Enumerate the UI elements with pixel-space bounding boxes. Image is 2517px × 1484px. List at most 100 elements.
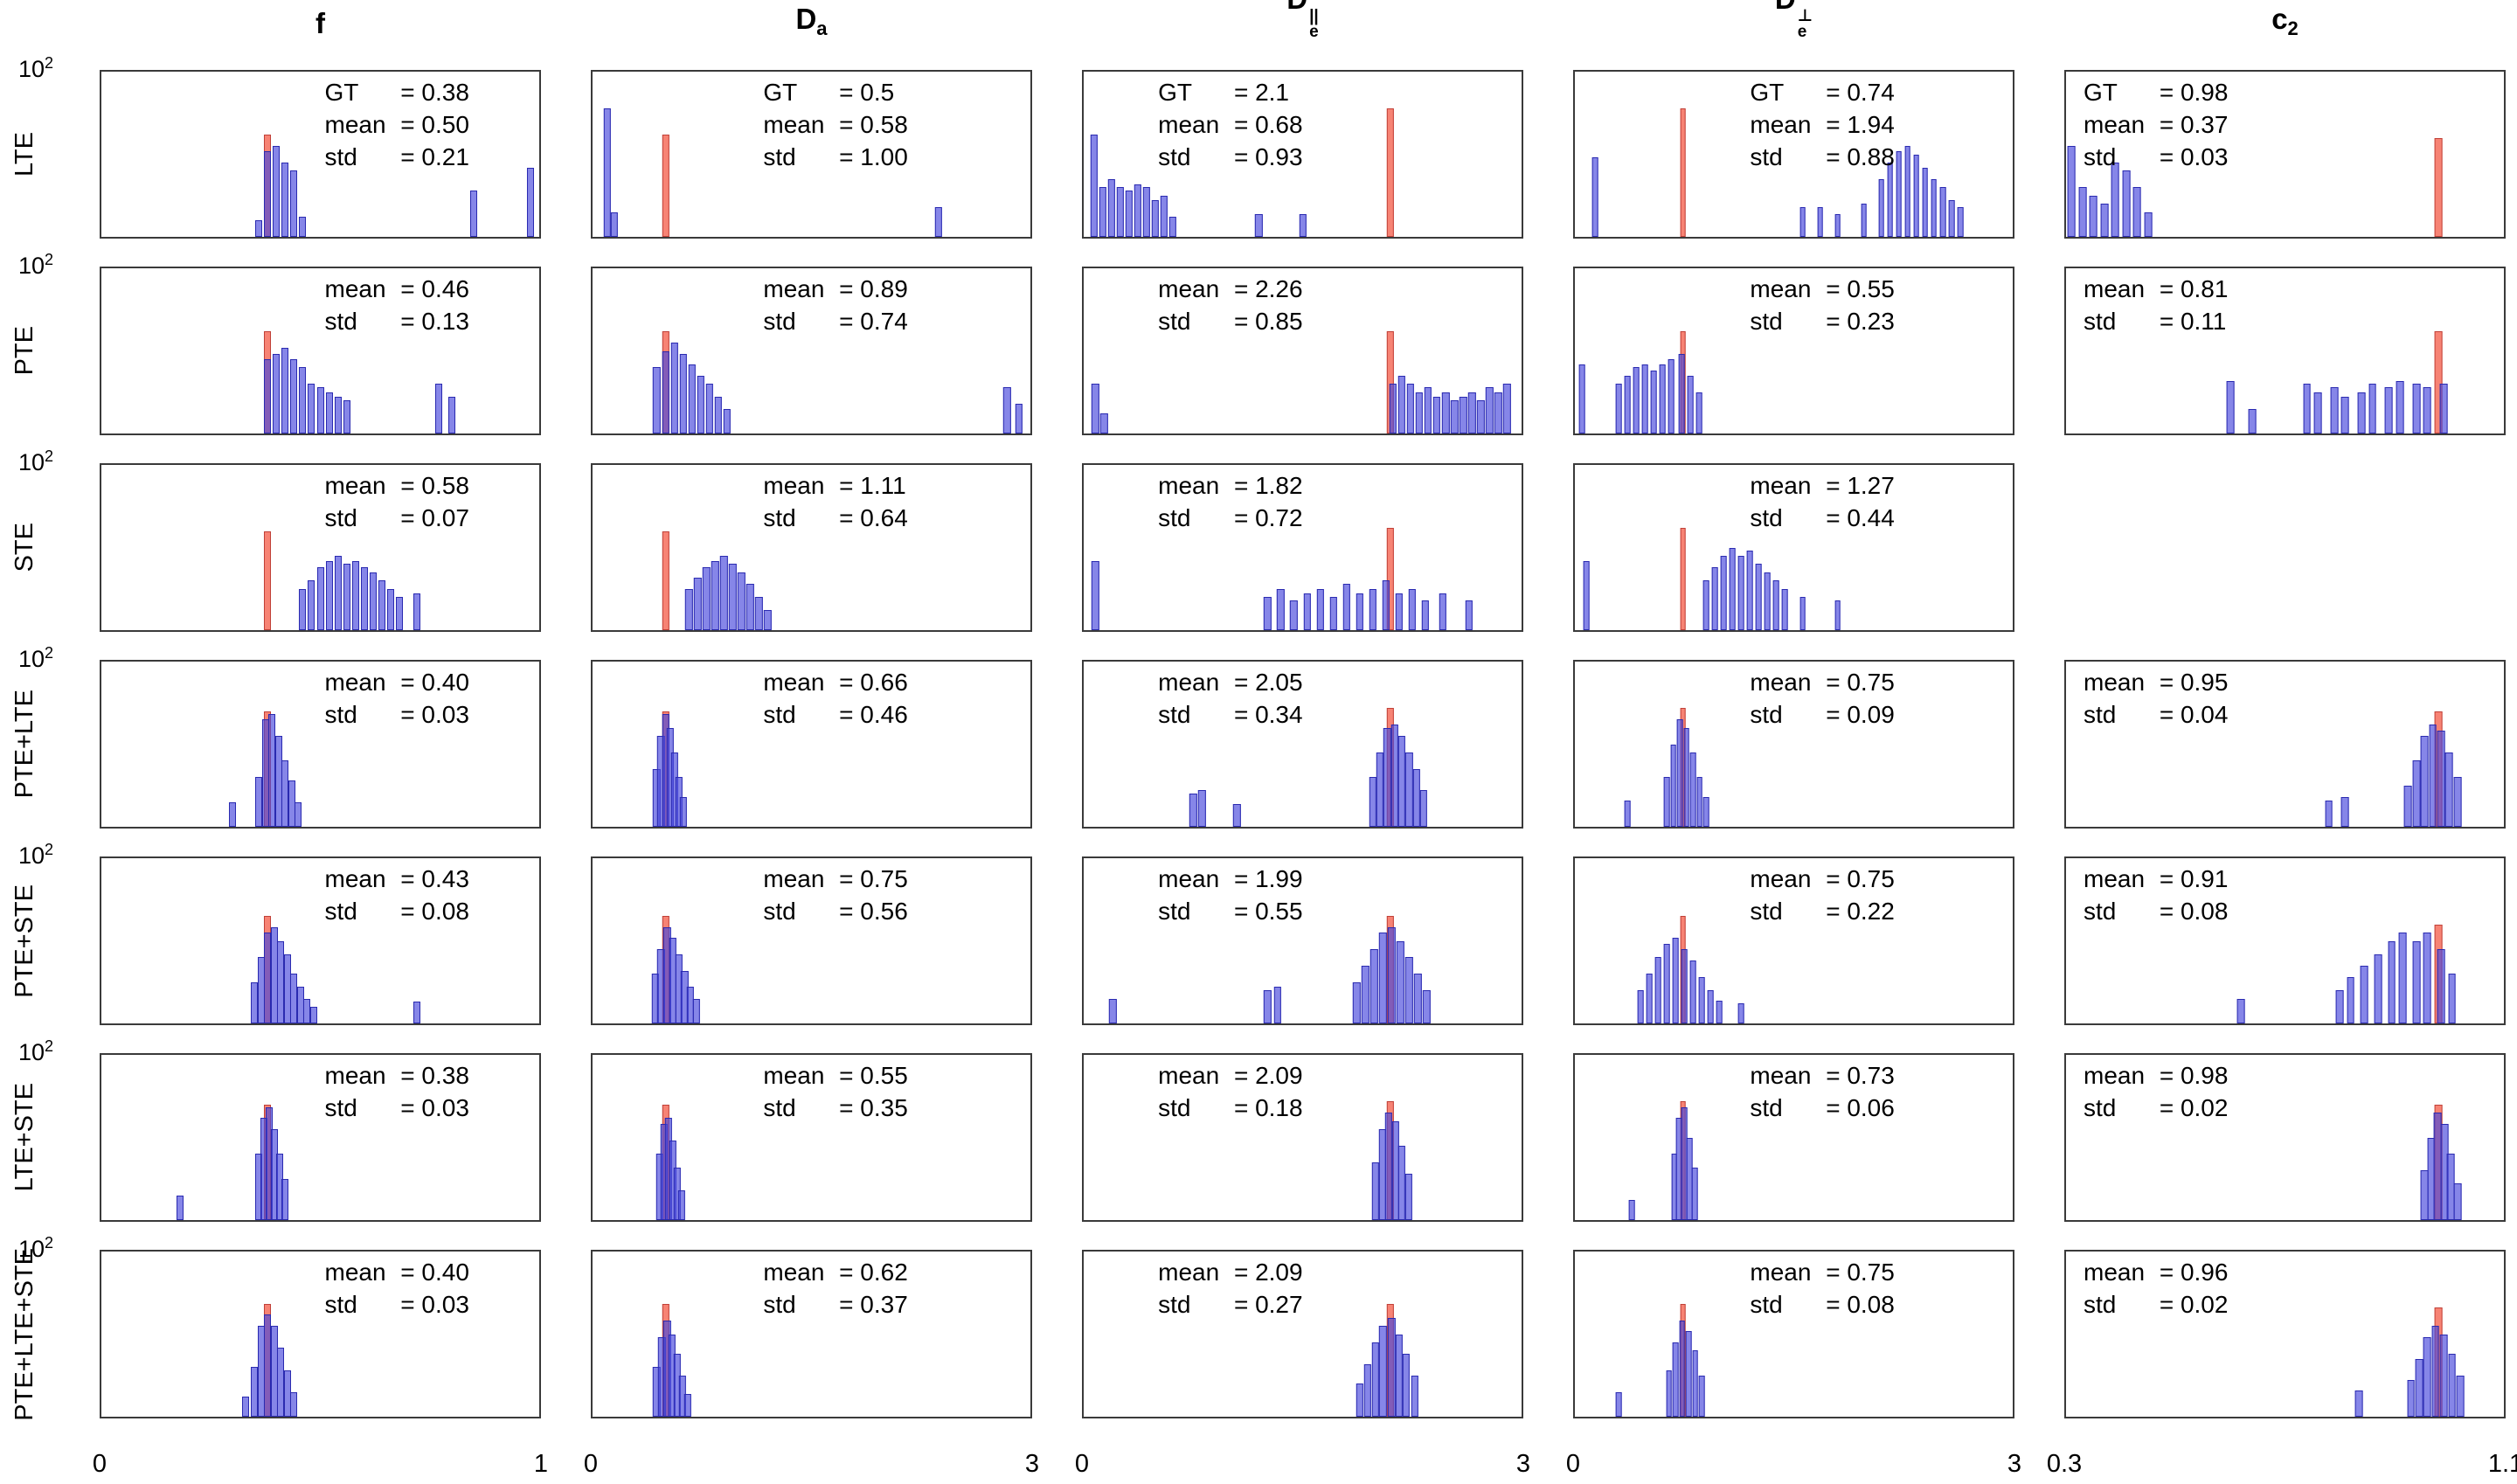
protocol-name: LTE (10, 131, 38, 177)
histogram-bar (2448, 1354, 2456, 1417)
stat-label: std (763, 897, 796, 925)
histogram-bar (1168, 217, 1177, 237)
stat-line-std: std = 0.09 (1750, 699, 1894, 732)
histogram-bar (299, 217, 307, 237)
histogram-bar (1663, 777, 1670, 827)
histogram-bar (264, 1314, 272, 1417)
stats-annotation: mean = 1.27 std = 0.44 (1750, 470, 1894, 535)
histogram-bar (1353, 981, 1361, 1023)
histogram-bar (1861, 204, 1867, 237)
histogram-bar (1371, 1342, 1380, 1417)
panel-PTE-De_perp: mean = 0.55 std = 0.23 (1573, 267, 2014, 435)
stat-value: = 1.11 (839, 472, 906, 499)
stat-label: GT (1750, 79, 1785, 106)
histogram-bar (1015, 403, 1023, 433)
stats-annotation: mean = 0.55 std = 0.23 (1750, 274, 1894, 338)
stat-line-mean: mean = 0.46 (325, 274, 469, 306)
histogram-bar (2133, 187, 2141, 237)
stat-value: = 1.00 (839, 142, 908, 170)
histogram-bar (1264, 990, 1272, 1023)
stat-value: = 0.62 (839, 1259, 908, 1286)
histogram-bar (2423, 933, 2431, 1023)
histogram-bar (1654, 957, 1661, 1023)
stat-label: std (1158, 1290, 1191, 1318)
histogram-bar (738, 572, 745, 630)
histogram-bar (281, 760, 289, 827)
stats-annotation: mean = 0.81 std = 0.11 (2084, 274, 2228, 338)
histogram-bar (1397, 375, 1406, 433)
stats-annotation: mean = 0.98 std = 0.02 (2084, 1060, 2228, 1125)
stat-value: = 0.22 (1826, 897, 1895, 925)
histogram-bar (1659, 364, 1666, 433)
histogram-bar (334, 555, 342, 630)
histogram-bar (469, 191, 477, 237)
histogram-bar (1415, 392, 1424, 433)
histogram-bar (1931, 178, 1938, 237)
histogram-bar (694, 577, 702, 630)
stat-line-std: std = 0.06 (1750, 1092, 1894, 1125)
stat-line-mean: mean = 0.68 (1158, 109, 1302, 142)
histogram-bar (653, 367, 661, 433)
stat-value: = 0.43 (400, 865, 469, 892)
panel-PTE+STE-Da: mean = 0.75 std = 0.56 (591, 856, 1032, 1025)
histogram-bar (1730, 547, 1736, 630)
histogram-bar (2453, 777, 2462, 827)
histogram-bar (1468, 392, 1476, 433)
histogram-bar (746, 584, 754, 630)
panel-PTE-Da: mean = 0.89 std = 0.74 (591, 267, 1032, 435)
histogram-bar (1957, 206, 1964, 237)
histogram-bar (1189, 794, 1197, 827)
stat-value: = 0.38 (400, 79, 469, 106)
histogram-bar (1702, 796, 1709, 827)
stat-label: mean (1158, 1062, 1220, 1089)
stat-label: std (1750, 142, 1783, 170)
stat-label: mean (1750, 1259, 1812, 1286)
histogram-bar (1670, 744, 1677, 827)
histogram-bar (1003, 387, 1011, 433)
panel-PTE+STE-De_perp: mean = 0.75 std = 0.22 (1573, 856, 2014, 1025)
histogram-bar (257, 957, 265, 1023)
stats-annotation: mean = 0.73 std = 0.06 (1750, 1060, 1894, 1125)
histogram-bar (2431, 1326, 2440, 1417)
y-tick-exponent: 2 (44, 1234, 53, 1252)
histogram-bar (325, 392, 333, 433)
histogram-bar (1134, 184, 1141, 237)
stats-annotation: mean = 0.46 std = 0.13 (325, 274, 469, 338)
stat-label: std (1750, 897, 1783, 925)
histogram-bar (1379, 1326, 1387, 1417)
histogram-bar (2340, 796, 2349, 827)
histogram-bar (1878, 178, 1885, 237)
stat-line-mean: mean = 0.43 (325, 863, 469, 896)
stat-line-mean: mean = 1.82 (1158, 470, 1302, 503)
histogram-bar (1637, 990, 1644, 1023)
histogram-bar (1939, 187, 1946, 237)
stats-annotation: mean = 0.58 std = 0.07 (325, 470, 469, 535)
histogram-bar (2078, 187, 2087, 237)
stat-value: = 2.09 (1233, 1062, 1303, 1089)
stat-line-std: std = 0.03 (325, 1092, 469, 1125)
stat-line-std: std = 0.03 (325, 1289, 469, 1321)
histogram-bar (1405, 957, 1413, 1023)
stat-line-std: std = 0.04 (2084, 699, 2228, 732)
stat-value: = 0.74 (839, 307, 908, 335)
histogram-bar (2335, 990, 2344, 1023)
histogram-bar (692, 998, 700, 1023)
histogram-bar (290, 170, 298, 237)
histogram-bar (1747, 551, 1753, 630)
stat-label: mean (2084, 669, 2146, 696)
histogram-bar (2089, 195, 2098, 237)
stat-label: mean (324, 275, 386, 302)
stat-line-std: std = 0.02 (2084, 1092, 2228, 1125)
stat-line-std: std = 0.11 (2084, 306, 2228, 338)
histogram-bar (308, 580, 315, 630)
row-label-PTE+LTE+STE: 102 PTE+LTE+STE (0, 1234, 53, 1420)
stat-value: = 0.98 (2159, 1062, 2229, 1089)
histogram-bar (1432, 397, 1441, 433)
stat-label: std (1750, 700, 1783, 728)
ground-truth-bar (264, 530, 272, 630)
histogram-bar (1412, 768, 1420, 827)
stat-value: = 0.13 (400, 307, 469, 335)
histogram-bar (1411, 1375, 1419, 1417)
histogram-bar (1695, 392, 1702, 433)
